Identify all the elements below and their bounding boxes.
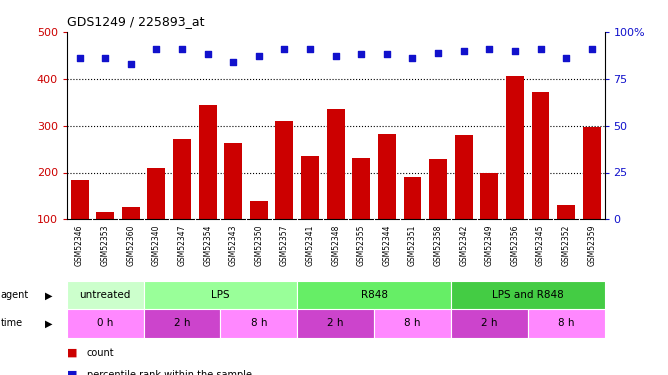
Bar (224, 144, 242, 219)
Point (535, 46, 546, 52)
Text: ▶: ▶ (45, 290, 53, 300)
Bar (71, 180, 89, 219)
Point (305, 46, 315, 52)
Text: GSM52353: GSM52353 (101, 224, 110, 266)
Point (126, 61, 136, 67)
Text: GSM52352: GSM52352 (562, 224, 570, 266)
Text: GSM52345: GSM52345 (536, 224, 545, 266)
Point (100, 55, 111, 61)
Text: GSM52351: GSM52351 (408, 224, 417, 266)
Text: 2 h: 2 h (174, 318, 190, 328)
Bar (301, 156, 319, 219)
Text: GSM52357: GSM52357 (280, 224, 289, 266)
Text: GSM52343: GSM52343 (228, 224, 238, 266)
Bar (67, 309, 144, 338)
Text: 8 h: 8 h (558, 318, 574, 328)
Text: GSM52360: GSM52360 (126, 224, 136, 266)
Text: GSM52341: GSM52341 (305, 224, 315, 266)
Point (484, 46, 494, 52)
Bar (378, 134, 396, 219)
Text: GSM52347: GSM52347 (178, 224, 186, 266)
Point (254, 53, 265, 59)
Text: 2 h: 2 h (481, 318, 498, 328)
Point (510, 48, 520, 54)
Text: 2 h: 2 h (327, 318, 344, 328)
Bar (250, 201, 268, 219)
Bar (297, 281, 451, 309)
Text: 8 h: 8 h (250, 318, 267, 328)
Point (561, 55, 572, 61)
Bar (429, 159, 447, 219)
Bar (122, 207, 140, 219)
Text: GSM52349: GSM52349 (485, 224, 494, 266)
Bar (173, 139, 191, 219)
Text: agent: agent (1, 290, 29, 300)
Bar (506, 76, 524, 219)
Point (176, 46, 187, 52)
Text: 8 h: 8 h (404, 318, 421, 328)
Text: ▶: ▶ (45, 318, 53, 328)
Point (356, 51, 367, 57)
Bar (148, 168, 166, 219)
Text: GSM52340: GSM52340 (152, 224, 161, 266)
Bar (480, 172, 498, 219)
Bar (275, 121, 293, 219)
Text: GSM52350: GSM52350 (255, 224, 263, 266)
Bar (198, 105, 216, 219)
Text: LPS and R848: LPS and R848 (492, 290, 564, 300)
Text: ■: ■ (67, 370, 77, 375)
Text: percentile rank within the sample: percentile rank within the sample (87, 370, 252, 375)
Bar (297, 309, 374, 338)
Text: GSM52356: GSM52356 (510, 224, 520, 266)
Text: GSM52359: GSM52359 (587, 224, 597, 266)
Text: GDS1249 / 225893_at: GDS1249 / 225893_at (67, 15, 204, 28)
Bar (220, 309, 297, 338)
Text: ■: ■ (67, 348, 77, 357)
Text: GSM52344: GSM52344 (382, 224, 391, 266)
Point (74, 55, 85, 61)
Text: R848: R848 (361, 290, 387, 300)
Bar (582, 127, 601, 219)
Bar (557, 205, 575, 219)
Text: GSM52358: GSM52358 (434, 224, 443, 266)
Point (202, 51, 213, 57)
Bar (96, 212, 114, 219)
Bar (451, 309, 528, 338)
Bar (144, 281, 297, 309)
Text: GSM52355: GSM52355 (357, 224, 366, 266)
Bar (528, 309, 605, 338)
Text: GSM52354: GSM52354 (203, 224, 212, 266)
Text: LPS: LPS (211, 290, 230, 300)
Text: GSM52346: GSM52346 (75, 224, 84, 266)
Point (330, 53, 341, 59)
Point (228, 59, 238, 65)
Bar (451, 281, 605, 309)
Text: count: count (87, 348, 114, 357)
Text: GSM52342: GSM52342 (459, 224, 468, 266)
Text: untreated: untreated (79, 290, 131, 300)
Bar (67, 281, 144, 309)
Bar (403, 177, 422, 219)
Text: GSM52348: GSM52348 (331, 224, 340, 266)
Point (407, 55, 418, 61)
Point (151, 46, 162, 52)
Bar (327, 109, 345, 219)
Point (458, 48, 469, 54)
Bar (374, 309, 451, 338)
Bar (352, 158, 370, 219)
Point (587, 46, 597, 52)
Point (433, 50, 444, 55)
Point (381, 51, 392, 57)
Bar (455, 135, 473, 219)
Bar (144, 309, 220, 338)
Point (279, 46, 290, 52)
Bar (532, 92, 550, 219)
Text: 0 h: 0 h (97, 318, 114, 328)
Text: time: time (1, 318, 23, 328)
